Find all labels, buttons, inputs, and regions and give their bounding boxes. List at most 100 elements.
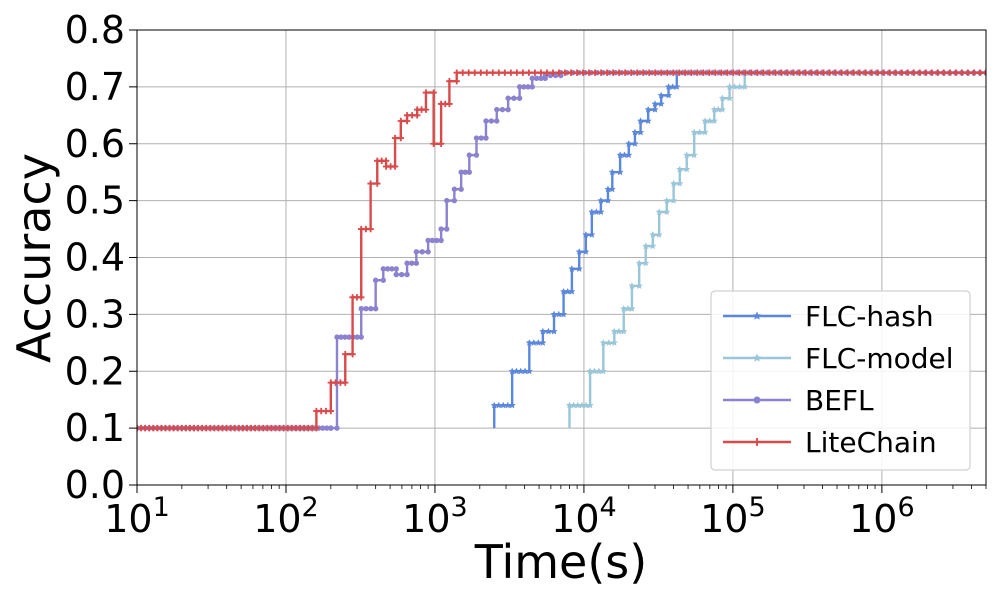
data-point (615, 69, 623, 76)
data-point (808, 69, 815, 76)
legend-item: LiteChain (723, 426, 937, 459)
data-point (429, 237, 436, 244)
data-point (453, 69, 460, 76)
data-point (752, 311, 762, 320)
data-point (499, 106, 506, 113)
data-point (529, 75, 535, 82)
y-tick-label: 0.1 (65, 406, 125, 450)
data-point (657, 100, 665, 108)
y-tick-label: 0.7 (65, 65, 125, 109)
data-point (753, 438, 761, 446)
data-point (453, 77, 460, 85)
data-point (334, 425, 340, 431)
data-point (559, 310, 568, 318)
x-tick-label: 103 (402, 492, 468, 541)
data-point (625, 139, 633, 147)
data-point (631, 139, 639, 147)
data-point (673, 83, 681, 90)
data-point (561, 69, 569, 76)
data-point (599, 367, 608, 375)
data-point (712, 69, 719, 76)
data-point (368, 305, 374, 312)
data-point (588, 230, 596, 238)
data-point (862, 69, 869, 76)
data-point (838, 69, 845, 76)
data-point (543, 69, 551, 76)
data-point (724, 69, 731, 76)
data-point (525, 367, 533, 375)
data-point (579, 69, 587, 76)
data-point (636, 117, 645, 125)
data-point (644, 105, 652, 113)
data-point (958, 69, 966, 76)
data-point (651, 69, 659, 76)
data-point (663, 196, 671, 204)
data-point (358, 334, 364, 340)
data-point (494, 118, 500, 124)
data-point (642, 242, 650, 250)
data-point (904, 69, 912, 76)
data-point (380, 266, 386, 272)
data-point (701, 128, 709, 136)
data-point (575, 265, 583, 272)
data-point (655, 230, 663, 238)
data-point (730, 69, 737, 76)
data-point (525, 69, 533, 76)
data-point (466, 169, 472, 175)
data-point (649, 242, 657, 250)
x-tick-label: 101 (104, 492, 170, 541)
legend-label: BEFL (805, 384, 874, 417)
data-point (910, 69, 918, 76)
data-point (358, 294, 365, 301)
data-point (494, 106, 500, 113)
x-axis: 101 102 103 104 105 106 (104, 485, 987, 541)
data-point (620, 327, 628, 335)
data-point (651, 105, 659, 113)
data-point (389, 266, 395, 272)
data-point (430, 89, 437, 96)
data-point (419, 249, 425, 255)
data-point (391, 163, 399, 170)
data-point (372, 277, 379, 283)
data-point (856, 69, 863, 76)
data-point (374, 180, 381, 187)
data-point (591, 69, 599, 76)
data-point (466, 152, 472, 158)
data-point (529, 84, 535, 90)
data-point (505, 95, 511, 101)
data-point (342, 350, 349, 358)
x-tick-label: 104 (551, 492, 617, 541)
y-tick-label: 0.0 (65, 463, 125, 507)
data-point (621, 69, 629, 76)
data-point (850, 69, 857, 76)
data-point (483, 69, 490, 76)
data-point (409, 260, 415, 266)
data-point (735, 83, 744, 90)
data-point (631, 128, 639, 136)
legend-label: LiteChain (805, 426, 937, 459)
data-point (676, 179, 684, 187)
data-point (483, 118, 489, 124)
data-point (603, 69, 611, 76)
data-point (874, 69, 881, 76)
data-point (367, 180, 374, 187)
data-point (403, 117, 411, 125)
data-point (384, 266, 391, 272)
y-tick-label: 0.2 (65, 349, 125, 393)
data-point (446, 100, 453, 108)
data-point (741, 83, 749, 90)
y-axis: 0.0 0.1 0.2 0.3 0.4 0.5 0.6 0.7 0.8 (65, 8, 137, 507)
data-point (444, 197, 450, 204)
data-point (391, 134, 399, 142)
data-point (778, 69, 785, 76)
data-point (446, 77, 453, 85)
data-point (597, 208, 605, 216)
data-point (465, 69, 472, 76)
data-point (438, 226, 444, 232)
x-tick-label: 106 (849, 492, 915, 541)
y-tick-label: 0.5 (65, 179, 125, 223)
data-point (669, 196, 678, 204)
legend-item: FLC-model (723, 342, 954, 375)
data-point (748, 69, 755, 76)
data-point (582, 230, 590, 238)
